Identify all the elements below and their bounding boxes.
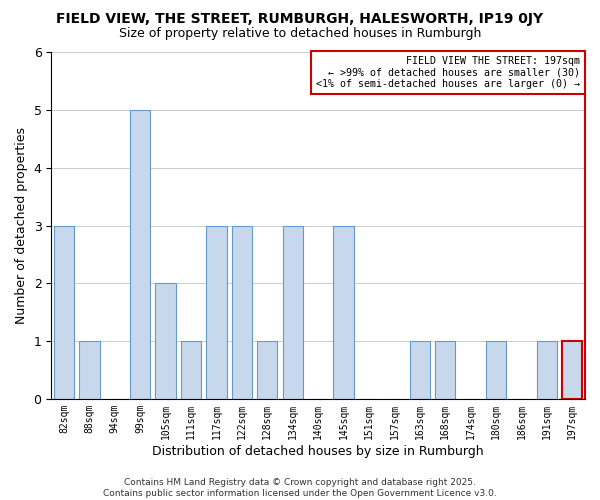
Text: FIELD VIEW, THE STREET, RUMBURGH, HALESWORTH, IP19 0JY: FIELD VIEW, THE STREET, RUMBURGH, HALESW… — [56, 12, 544, 26]
Y-axis label: Number of detached properties: Number of detached properties — [15, 127, 28, 324]
Bar — [155, 284, 176, 399]
Bar — [79, 341, 100, 399]
Bar — [206, 226, 227, 399]
Bar — [334, 226, 354, 399]
Bar — [435, 341, 455, 399]
X-axis label: Distribution of detached houses by size in Rumburgh: Distribution of detached houses by size … — [152, 444, 484, 458]
Bar — [283, 226, 303, 399]
Bar — [486, 341, 506, 399]
Bar — [410, 341, 430, 399]
Text: Contains HM Land Registry data © Crown copyright and database right 2025.
Contai: Contains HM Land Registry data © Crown c… — [103, 478, 497, 498]
Bar — [537, 341, 557, 399]
Text: FIELD VIEW THE STREET: 197sqm
← >99% of detached houses are smaller (30)
<1% of : FIELD VIEW THE STREET: 197sqm ← >99% of … — [316, 56, 580, 89]
Bar — [54, 226, 74, 399]
Bar — [562, 341, 583, 399]
Text: Size of property relative to detached houses in Rumburgh: Size of property relative to detached ho… — [119, 28, 481, 40]
Bar — [130, 110, 151, 399]
Bar — [181, 341, 201, 399]
Bar — [257, 341, 277, 399]
Bar — [232, 226, 252, 399]
